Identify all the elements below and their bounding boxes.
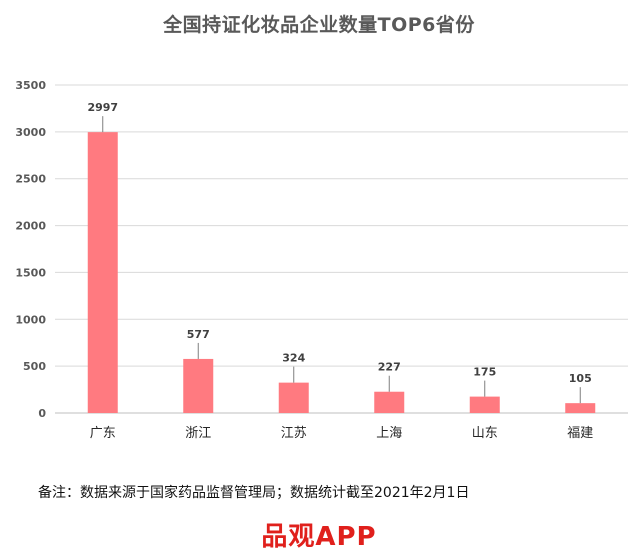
bar [183, 358, 214, 413]
bar [469, 396, 500, 413]
y-tick-label: 1000 [15, 313, 46, 326]
data-label: 324 [282, 352, 305, 365]
y-tick-label: 2500 [15, 173, 46, 186]
y-tick-label: 3500 [15, 79, 46, 92]
y-tick-label: 1500 [15, 266, 46, 279]
bar [374, 391, 405, 413]
x-tick-label: 广东 [90, 426, 116, 441]
data-label: 2997 [87, 101, 118, 114]
bar [565, 403, 596, 413]
y-tick-label: 2000 [15, 220, 46, 233]
x-tick-label: 浙江 [185, 426, 211, 441]
x-tick-label: 上海 [376, 426, 402, 441]
x-tick-label: 江苏 [281, 425, 307, 441]
x-tick-label: 山东 [472, 426, 498, 441]
data-label: 175 [473, 366, 496, 379]
source-note: 备注：数据来源于国家药品监督管理局；数据统计截至2021年2月1日 [38, 485, 470, 501]
bar [87, 132, 118, 413]
data-label: 105 [569, 372, 592, 385]
y-tick-label: 0 [38, 407, 46, 420]
y-tick-label: 500 [23, 360, 46, 373]
brand-logo: 品观APP [261, 522, 377, 552]
bar-chart: 0 500 1000 1500 2000 2500 3000 3500 2997 广东 577 浙江 3… [15, 79, 628, 441]
y-tick-label: 3000 [15, 126, 46, 139]
chart-title: 全国持证化妆品企业数量TOP6省份 [163, 14, 475, 36]
data-label: 577 [187, 328, 210, 341]
bar [278, 382, 309, 413]
x-tick-label: 福建 [567, 426, 593, 441]
data-label: 227 [378, 361, 401, 374]
